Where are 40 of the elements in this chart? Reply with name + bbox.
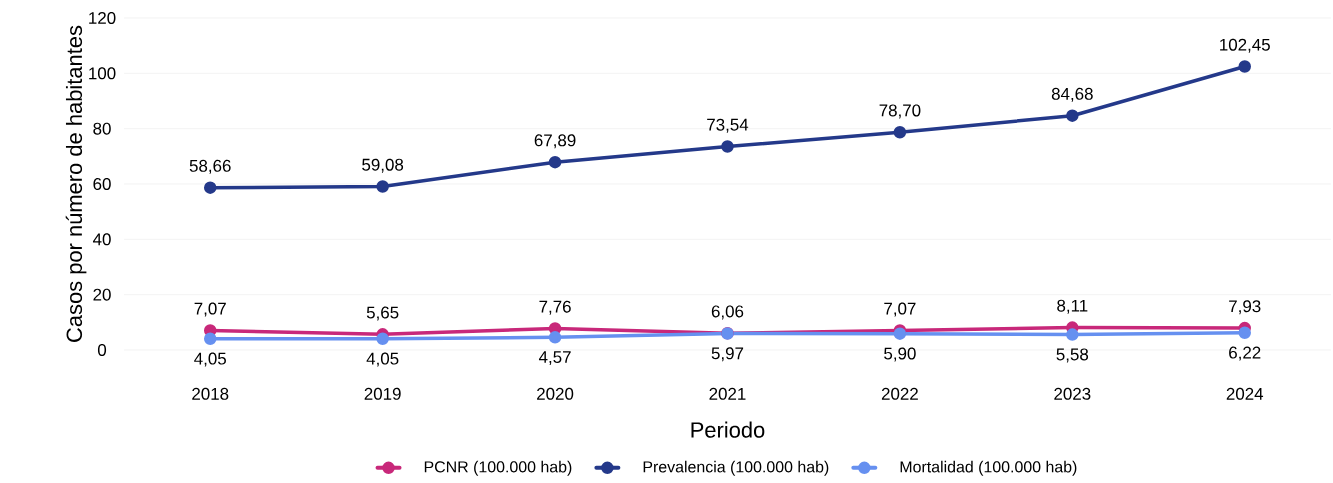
data-label: 78,70 <box>879 104 921 119</box>
data-label: 4,05 <box>194 352 226 367</box>
x-axis-title: Periodo <box>691 421 765 438</box>
legend-label: Mortalidad (100.000 hab) <box>900 460 1077 476</box>
y-tick-label: 120 <box>89 11 116 24</box>
data-label: 102,45 <box>1220 38 1270 53</box>
data-label: 4,05 <box>366 352 399 367</box>
legend-label: PCNR (100.000 hab) <box>424 460 572 476</box>
data-label: 5,58 <box>1056 348 1089 363</box>
data-label: 58,66 <box>189 159 231 174</box>
data-label: 67,89 <box>534 134 576 149</box>
data-label: 4,57 <box>538 351 571 366</box>
data-label: 7,76 <box>539 300 571 315</box>
data-label: 5,97 <box>711 347 744 362</box>
x-tick-label: 2022 <box>881 387 918 400</box>
y-tick-label: 100 <box>89 67 116 80</box>
data-label: 7,93 <box>1229 300 1261 315</box>
y-tick-label: 80 <box>93 122 111 135</box>
legend-label: Prevalencia (100.000 hab) <box>643 460 829 476</box>
data-label: 6,22 <box>1229 346 1261 361</box>
data-label: 59,08 <box>362 158 404 173</box>
x-tick-label: 2019 <box>364 387 401 400</box>
x-tick-label: 2024 <box>1226 387 1264 400</box>
data-label: 84,68 <box>1051 87 1093 102</box>
data-label: 5,90 <box>884 347 916 362</box>
data-label: 73,54 <box>707 118 749 133</box>
data-label: 5,65 <box>366 306 399 321</box>
y-tick-label: 40 <box>92 233 111 246</box>
data-label: 7,07 <box>884 302 916 317</box>
y-tick-label: 20 <box>93 288 111 301</box>
y-tick-label: 60 <box>93 177 111 190</box>
x-tick-label: 2023 <box>1054 387 1091 400</box>
y-tick-label: 0 <box>97 343 107 356</box>
data-label: 8,11 <box>1057 299 1088 314</box>
y-axis-title: Casos por número de habitantes <box>65 25 87 342</box>
x-tick-label: 2021 <box>709 387 746 400</box>
data-label: 7,07 <box>194 302 226 317</box>
x-tick-label: 2018 <box>192 387 229 400</box>
data-label: 6,06 <box>711 305 744 320</box>
x-tick-label: 2020 <box>537 387 574 400</box>
